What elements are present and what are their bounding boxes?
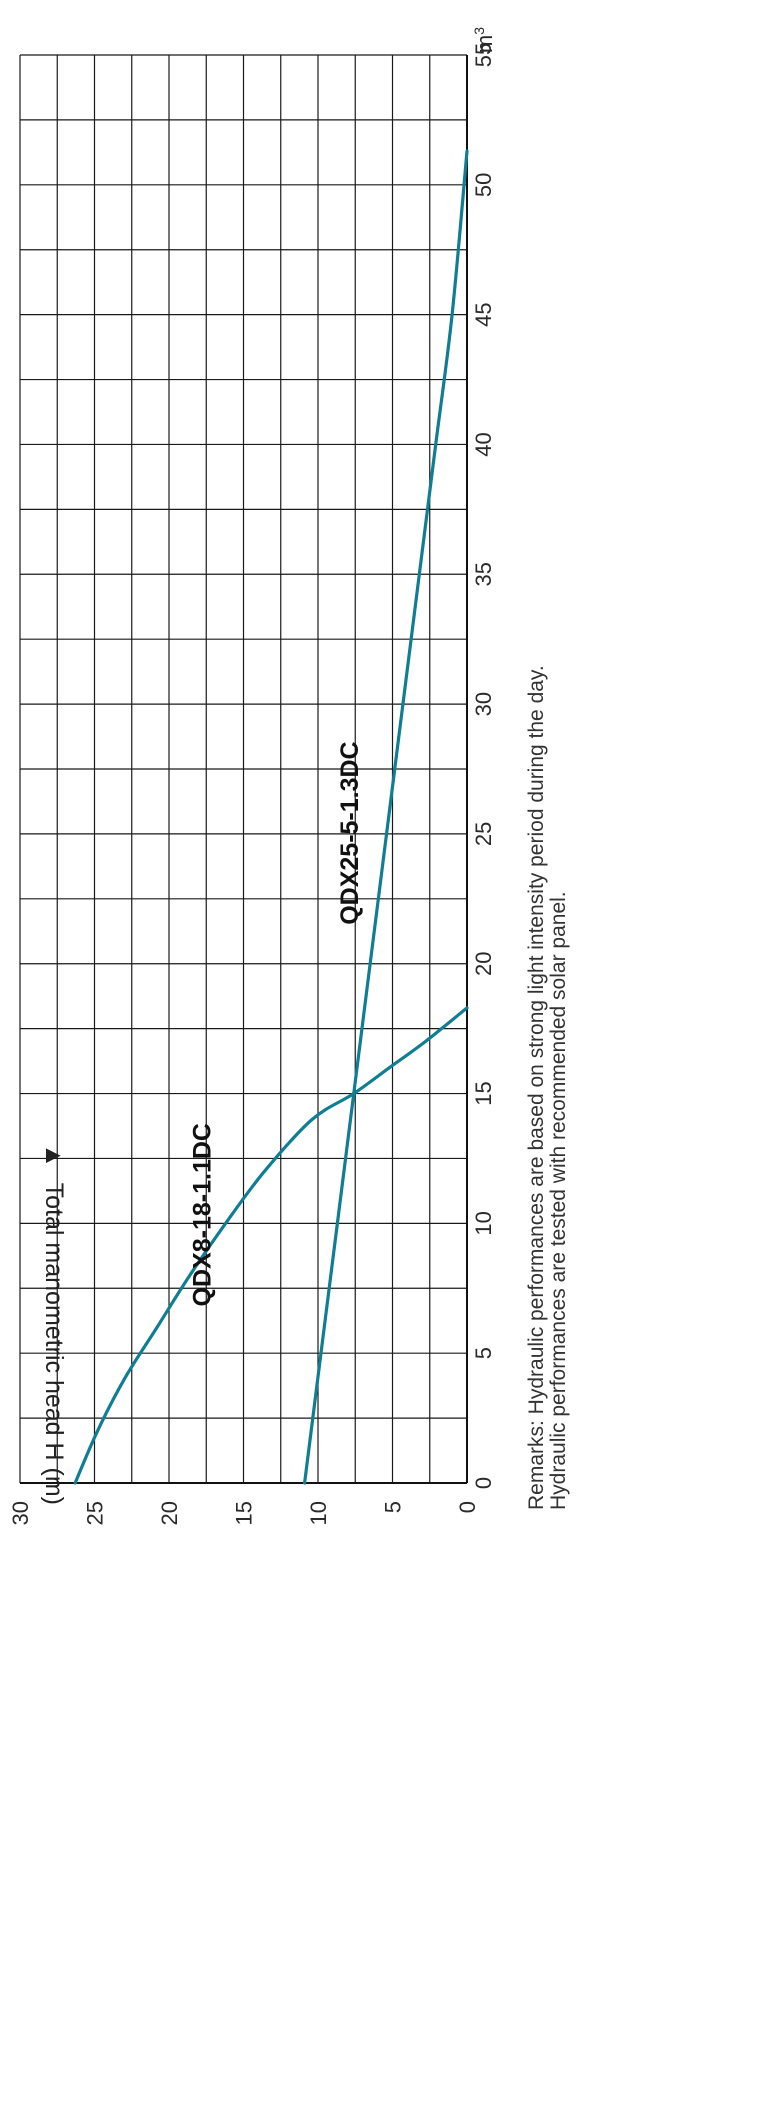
x-tick-label: 10	[471, 1211, 496, 1235]
series-line-0	[73, 1006, 469, 1485]
y-tick-label: 0	[455, 1501, 480, 1513]
y-axis-label-text: Total manometric head H (m)	[40, 1183, 68, 1505]
y-tick-label: 10	[306, 1501, 331, 1525]
x-tick-label: 50	[471, 173, 496, 197]
x-tick-label: 20	[471, 951, 496, 975]
x-unit-superscript: 3	[471, 27, 487, 35]
axes	[20, 55, 468, 1484]
y-axis-label-arrow: ▲	[40, 1143, 68, 1168]
x-tick-label: 35	[471, 562, 496, 586]
series-annotation-1: QDX25-5-1.3DC	[336, 741, 364, 924]
x-tick-label: 0	[471, 1477, 496, 1489]
x-tick-label: 5	[471, 1347, 496, 1359]
x-unit-base: m	[472, 35, 497, 53]
y-axis-label: ▲ Total manometric head H (m)	[40, 1143, 68, 1505]
grid	[19, 54, 468, 1484]
remark-line-1: Remarks: Hydraulic performances are base…	[525, 665, 548, 1510]
x-tick-label: 30	[471, 692, 496, 716]
x-tick-label: 15	[471, 1081, 496, 1105]
series-line-1	[302, 149, 469, 1485]
x-unit-text: m3	[471, 27, 497, 53]
x-tick-label: 45	[471, 302, 496, 326]
remarks: Remarks: Hydraulic performances are base…	[525, 665, 570, 1510]
y-tick-label: 5	[381, 1501, 406, 1513]
y-tick-label: 15	[232, 1501, 257, 1525]
y-tick-label: 30	[8, 1501, 33, 1525]
remark-line-2: Hydraulic performances are tested with r…	[547, 891, 570, 1510]
x-tick-label: 40	[471, 432, 496, 456]
series-annotations: QDX8-18-1.1DC QDX25-5-1.3DC	[189, 741, 365, 1306]
x-unit-label: m3	[471, 27, 497, 53]
y-tick-label: 20	[157, 1501, 182, 1525]
y-tick-label: 25	[83, 1501, 108, 1525]
x-tick-label: 55	[471, 43, 496, 67]
series-annotation-0: QDX8-18-1.1DC	[189, 1123, 217, 1306]
svg-text:▲ Total manometric head: ▲ Total manometric head H (m)	[40, 1143, 68, 1505]
x-tick-label: 25	[471, 822, 496, 846]
tick-labels: 0 5 10 15 20 25 30 35 40 45 50 55 0 5 10 15 20 25 30	[8, 43, 496, 1526]
series-lines	[73, 149, 469, 1485]
